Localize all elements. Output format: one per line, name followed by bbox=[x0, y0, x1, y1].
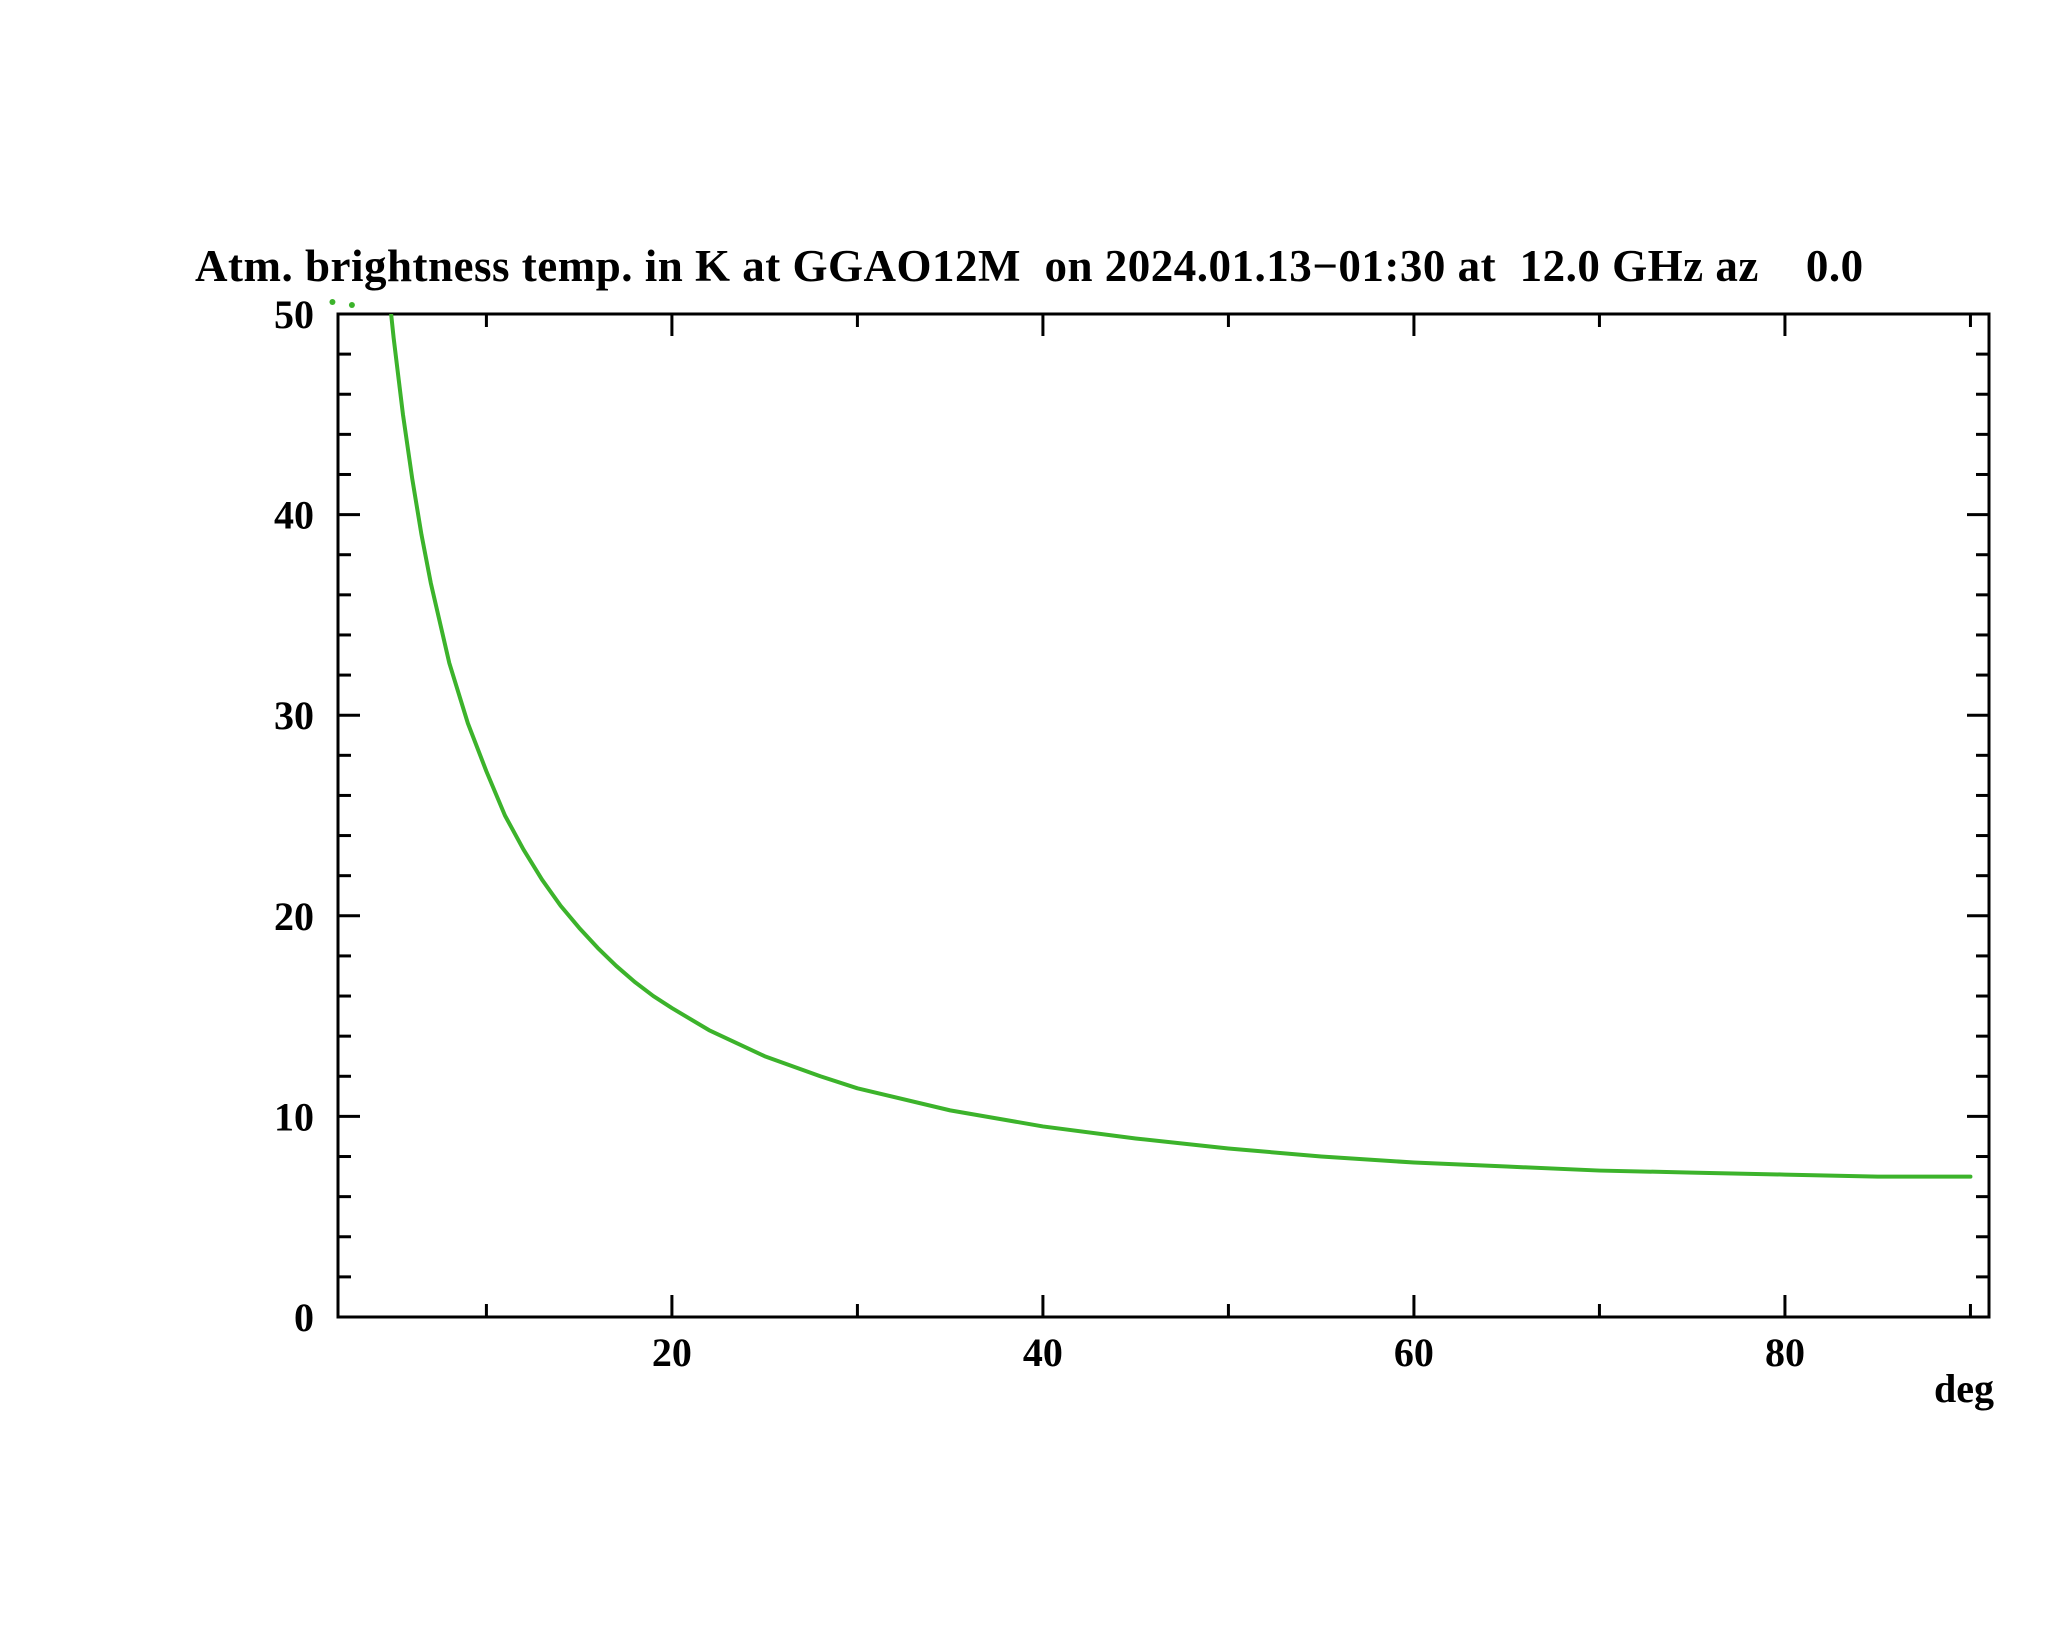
x-tick-label: 20 bbox=[652, 1330, 692, 1375]
x-tick-labels: 20 40 60 80 bbox=[652, 1330, 1805, 1375]
y-tick-labels: 0 10 20 30 40 50 bbox=[274, 292, 314, 1340]
x-tick-label: 60 bbox=[1394, 1330, 1434, 1375]
y-tick-label: 40 bbox=[274, 493, 314, 538]
x-tick-label: 40 bbox=[1023, 1330, 1063, 1375]
plot-frame bbox=[336, 312, 1991, 1319]
axis-ticks bbox=[338, 312, 1989, 1319]
y-tick-label: 20 bbox=[274, 894, 314, 939]
overflow-sample-dots bbox=[329, 298, 355, 308]
x-axis-label: deg bbox=[1934, 1366, 1994, 1411]
y-tick-label: 0 bbox=[294, 1295, 314, 1340]
series-atm-brightness-temp-K bbox=[389, 314, 1973, 1179]
y-tick-label: 30 bbox=[274, 693, 314, 738]
overflow-dot bbox=[348, 301, 355, 308]
x-tick-label: 80 bbox=[1765, 1330, 1805, 1375]
y-tick-label: 50 bbox=[274, 292, 314, 337]
y-tick-label: 10 bbox=[274, 1094, 314, 1139]
chart-title: Atm. brightness temp. in K at GGAO12M on… bbox=[195, 241, 1864, 291]
overflow-dot bbox=[329, 298, 336, 305]
